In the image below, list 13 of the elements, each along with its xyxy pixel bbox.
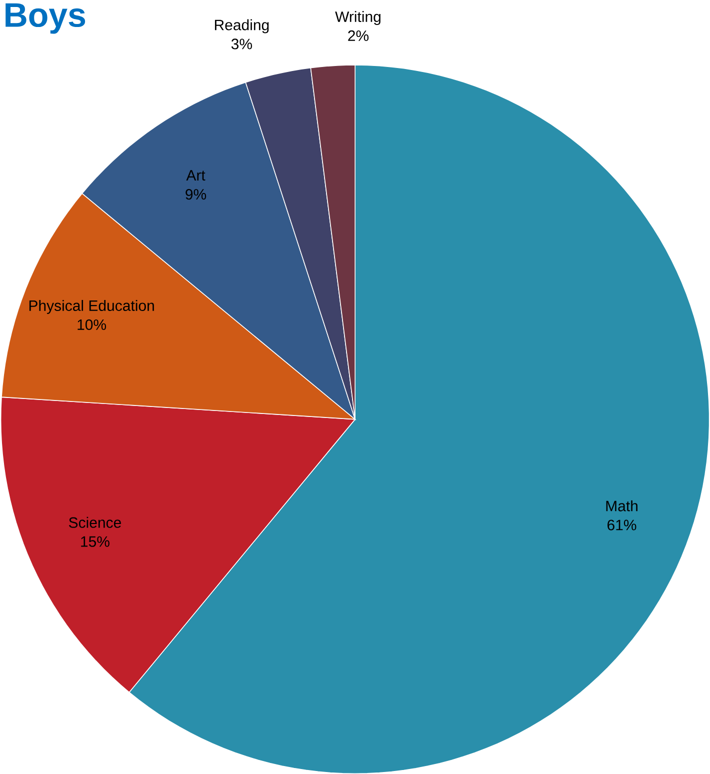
slice-label: Science: [69, 516, 122, 528]
slice-label: Art: [186, 170, 206, 181]
chart-title: Boys: [6, 3, 86, 34]
slice-label: Physical Education: [30, 300, 154, 314]
data-label: 10%: [78, 319, 106, 330]
data-label: 61%: [608, 520, 636, 530]
slice-label: Writing: [335, 11, 381, 26]
data-label: 2%: [348, 30, 369, 41]
slice-label: Reading: [215, 19, 269, 34]
slice-label: Math: [606, 500, 638, 512]
data-label: 9%: [186, 189, 206, 200]
data-label: 3%: [232, 38, 252, 50]
data-label: 15%: [81, 536, 110, 547]
